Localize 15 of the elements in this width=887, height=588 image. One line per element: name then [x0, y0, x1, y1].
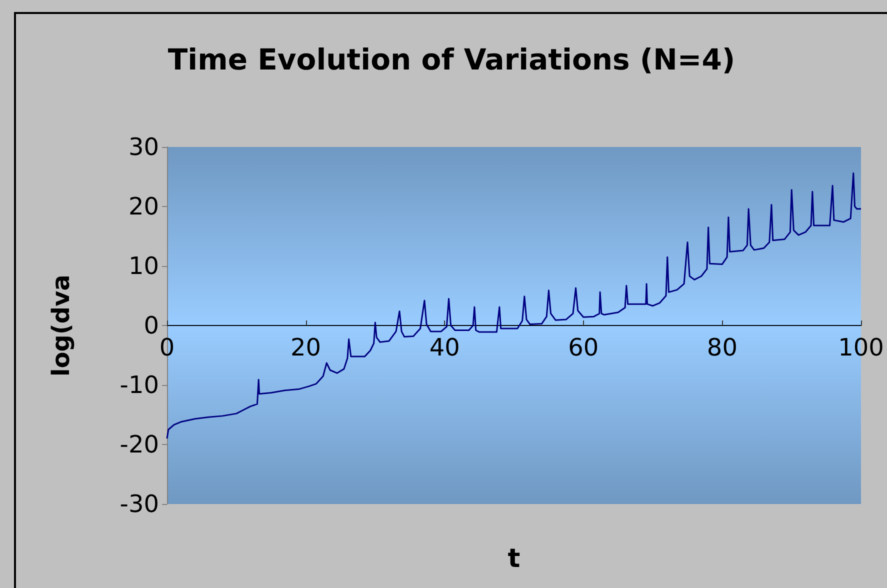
y-tick-label: -20: [120, 430, 159, 458]
y-tick-label: -30: [120, 490, 159, 518]
x-tick-label: 40: [429, 334, 460, 362]
y-tick-label: 20: [128, 192, 159, 220]
y-tick-label: -10: [120, 371, 159, 399]
x-axis-title: t: [508, 544, 520, 574]
x-tick-label: 60: [568, 334, 599, 362]
y-axis-title: log(dva: [47, 274, 75, 376]
x-tick-label: 20: [290, 334, 322, 362]
y-tick-label: 30: [128, 133, 159, 161]
y-tick-label: 0: [144, 312, 159, 340]
y-tick-label: 10: [128, 252, 159, 280]
x-tick-label: 80: [706, 334, 738, 362]
x-tick-label: 100: [838, 334, 884, 362]
chart-title: Time Evolution of Variations (N=4): [168, 42, 736, 76]
